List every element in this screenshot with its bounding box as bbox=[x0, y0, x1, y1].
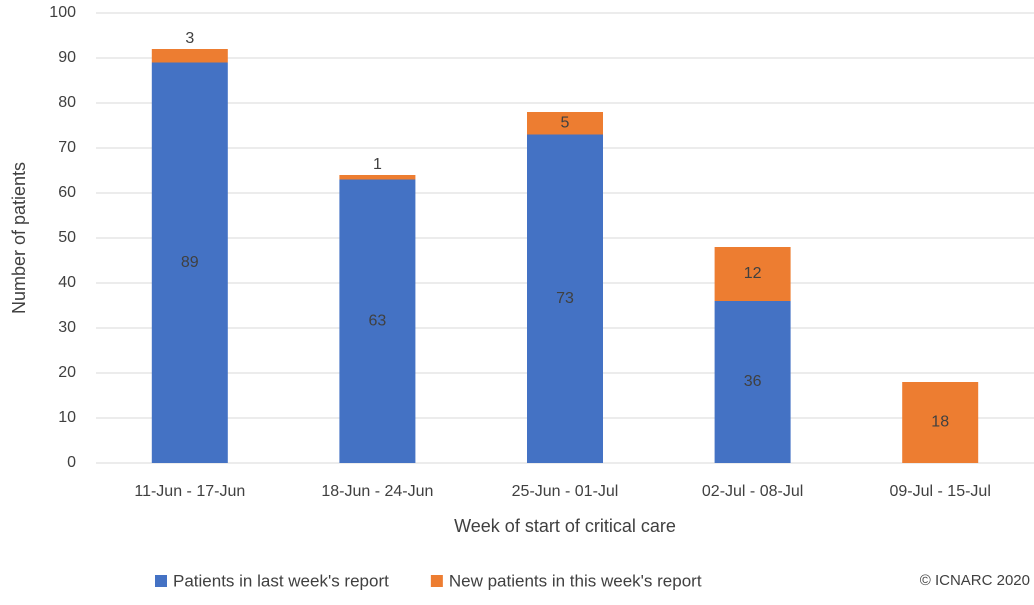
y-tick-label: 50 bbox=[58, 229, 76, 246]
y-tick-label: 80 bbox=[58, 94, 76, 111]
data-label: 73 bbox=[556, 290, 574, 307]
legend-swatch bbox=[155, 575, 167, 587]
data-label: 5 bbox=[561, 114, 570, 131]
bar-segment bbox=[339, 179, 416, 463]
y-tick-label: 100 bbox=[49, 4, 76, 21]
data-label: 3 bbox=[185, 30, 194, 47]
bar-segment bbox=[714, 247, 791, 301]
bar-segment bbox=[902, 382, 979, 463]
y-tick-label: 20 bbox=[58, 364, 76, 381]
bar-segment bbox=[714, 301, 791, 463]
data-label: 1 bbox=[373, 156, 382, 173]
data-label: 89 bbox=[181, 254, 199, 271]
data-label: 36 bbox=[744, 373, 762, 390]
x-tick-label: 02-Jul - 08-Jul bbox=[702, 483, 803, 500]
data-label: 12 bbox=[744, 265, 762, 282]
x-tick-label: 11-Jun - 17-Jun bbox=[134, 483, 245, 500]
bar-segment bbox=[339, 175, 416, 180]
x-tick-label: 25-Jun - 01-Jul bbox=[512, 483, 619, 500]
bar-segment bbox=[151, 49, 228, 63]
legend-swatch bbox=[430, 575, 443, 587]
y-tick-label: 0 bbox=[67, 454, 76, 471]
x-tick-label: 18-Jun - 24-Jun bbox=[321, 483, 433, 500]
bar-segment bbox=[527, 112, 603, 135]
legend-label: Patients in last week's report bbox=[173, 571, 389, 590]
legend-label: New patients in this week's report bbox=[449, 571, 702, 590]
y-tick-label: 70 bbox=[58, 139, 76, 156]
bar-segment bbox=[527, 134, 603, 463]
x-tick-label: 09-Jul - 15-Jul bbox=[890, 483, 991, 500]
y-axis-title: Number of patients bbox=[9, 162, 29, 314]
x-axis-title: Week of start of critical care bbox=[454, 516, 676, 536]
copyright: © ICNARC 2020 bbox=[920, 572, 1030, 589]
y-tick-label: 90 bbox=[58, 49, 76, 66]
bar-segment bbox=[151, 62, 228, 463]
y-tick-label: 30 bbox=[58, 319, 76, 336]
y-tick-label: 10 bbox=[58, 409, 76, 426]
data-label: 63 bbox=[369, 312, 387, 329]
y-tick-label: 40 bbox=[58, 274, 76, 291]
y-tick-label: 60 bbox=[58, 184, 76, 201]
data-label: 18 bbox=[931, 414, 949, 431]
